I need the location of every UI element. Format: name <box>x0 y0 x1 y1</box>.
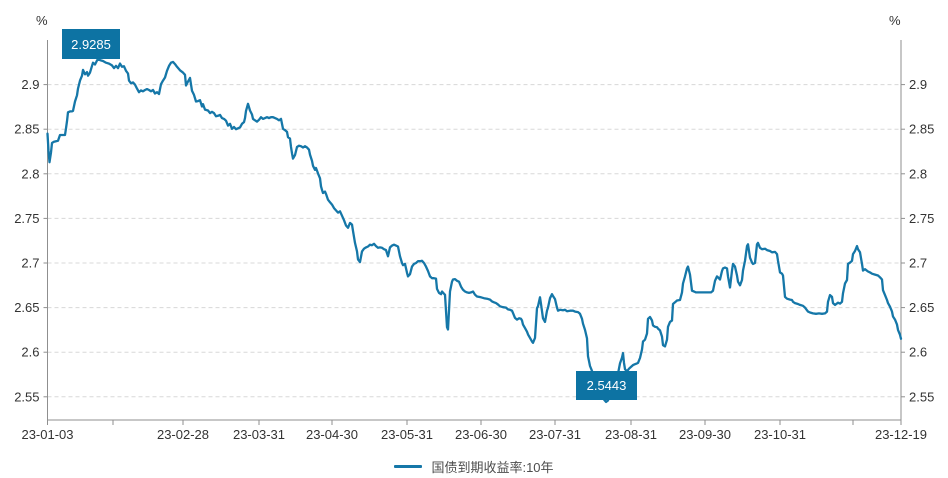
x-tick-label: 23-04-30 <box>306 427 358 442</box>
max-value-label: 2.9285 <box>62 29 120 59</box>
y-tick-label-right: 2.7 <box>909 256 927 271</box>
y-tick-label-right: 2.75 <box>909 211 934 226</box>
y-tick-label-right: 2.65 <box>909 300 934 315</box>
legend-line-marker <box>394 464 423 468</box>
y-tick-label-left: 2.6 <box>21 345 39 360</box>
x-tick-label: 23-10-31 <box>754 427 806 442</box>
x-tick-label: 23-05-31 <box>381 427 433 442</box>
legend-label: 国债到期收益率:10年 <box>431 459 554 475</box>
x-axis-labels: 23-01-03 23-02-28 23-03-31 23-04-30 23-05-31… <box>21 420 927 442</box>
y-tick-label-right: 2.9 <box>909 77 927 92</box>
y-tick-label-left: 2.85 <box>14 122 39 137</box>
y-tick-label-left: 2.65 <box>14 300 39 315</box>
x-tick-label: 23-02-28 <box>157 427 209 442</box>
y-axis-unit-left: % <box>36 13 48 28</box>
y-axis-labels: 2.55 2.55 2.6 2.6 2.65 2.65 2.7 2.7 2.75 2.75 2.8 2… <box>14 77 934 404</box>
gridlines <box>47 84 901 398</box>
y-tick-label-left: 2.55 <box>14 389 39 404</box>
y-tick-label-left: 2.7 <box>21 256 39 271</box>
x-tick-label: 23-07-31 <box>529 427 581 442</box>
y-tick-label-left: 2.8 <box>21 166 39 181</box>
legend[interactable]: 国债到期收益率:10年 <box>0 457 948 475</box>
x-tick-label: 23-03-31 <box>233 427 285 442</box>
y-tick-label-left: 2.9 <box>21 77 39 92</box>
y-axis-unit-right: % <box>889 13 901 28</box>
x-tick-label: 23-08-31 <box>605 427 657 442</box>
x-tick-label: 23-06-30 <box>455 427 507 442</box>
y-tick-label-right: 2.8 <box>909 166 927 181</box>
y-tick-label-left: 2.75 <box>14 211 39 226</box>
x-tick-label: 23-09-30 <box>679 427 731 442</box>
y-tick-label-right: 2.85 <box>909 122 934 137</box>
axes <box>47 40 902 421</box>
y-tick-label-right: 2.6 <box>909 345 927 360</box>
series-line-10y[interactable] <box>46 58 903 404</box>
min-value-label: 2.5443 <box>576 371 637 400</box>
x-tick-label: 23-01-03 <box>21 427 73 442</box>
y-tick-label-right: 2.55 <box>909 389 934 404</box>
x-tick-label: 23-12-19 <box>875 427 927 442</box>
